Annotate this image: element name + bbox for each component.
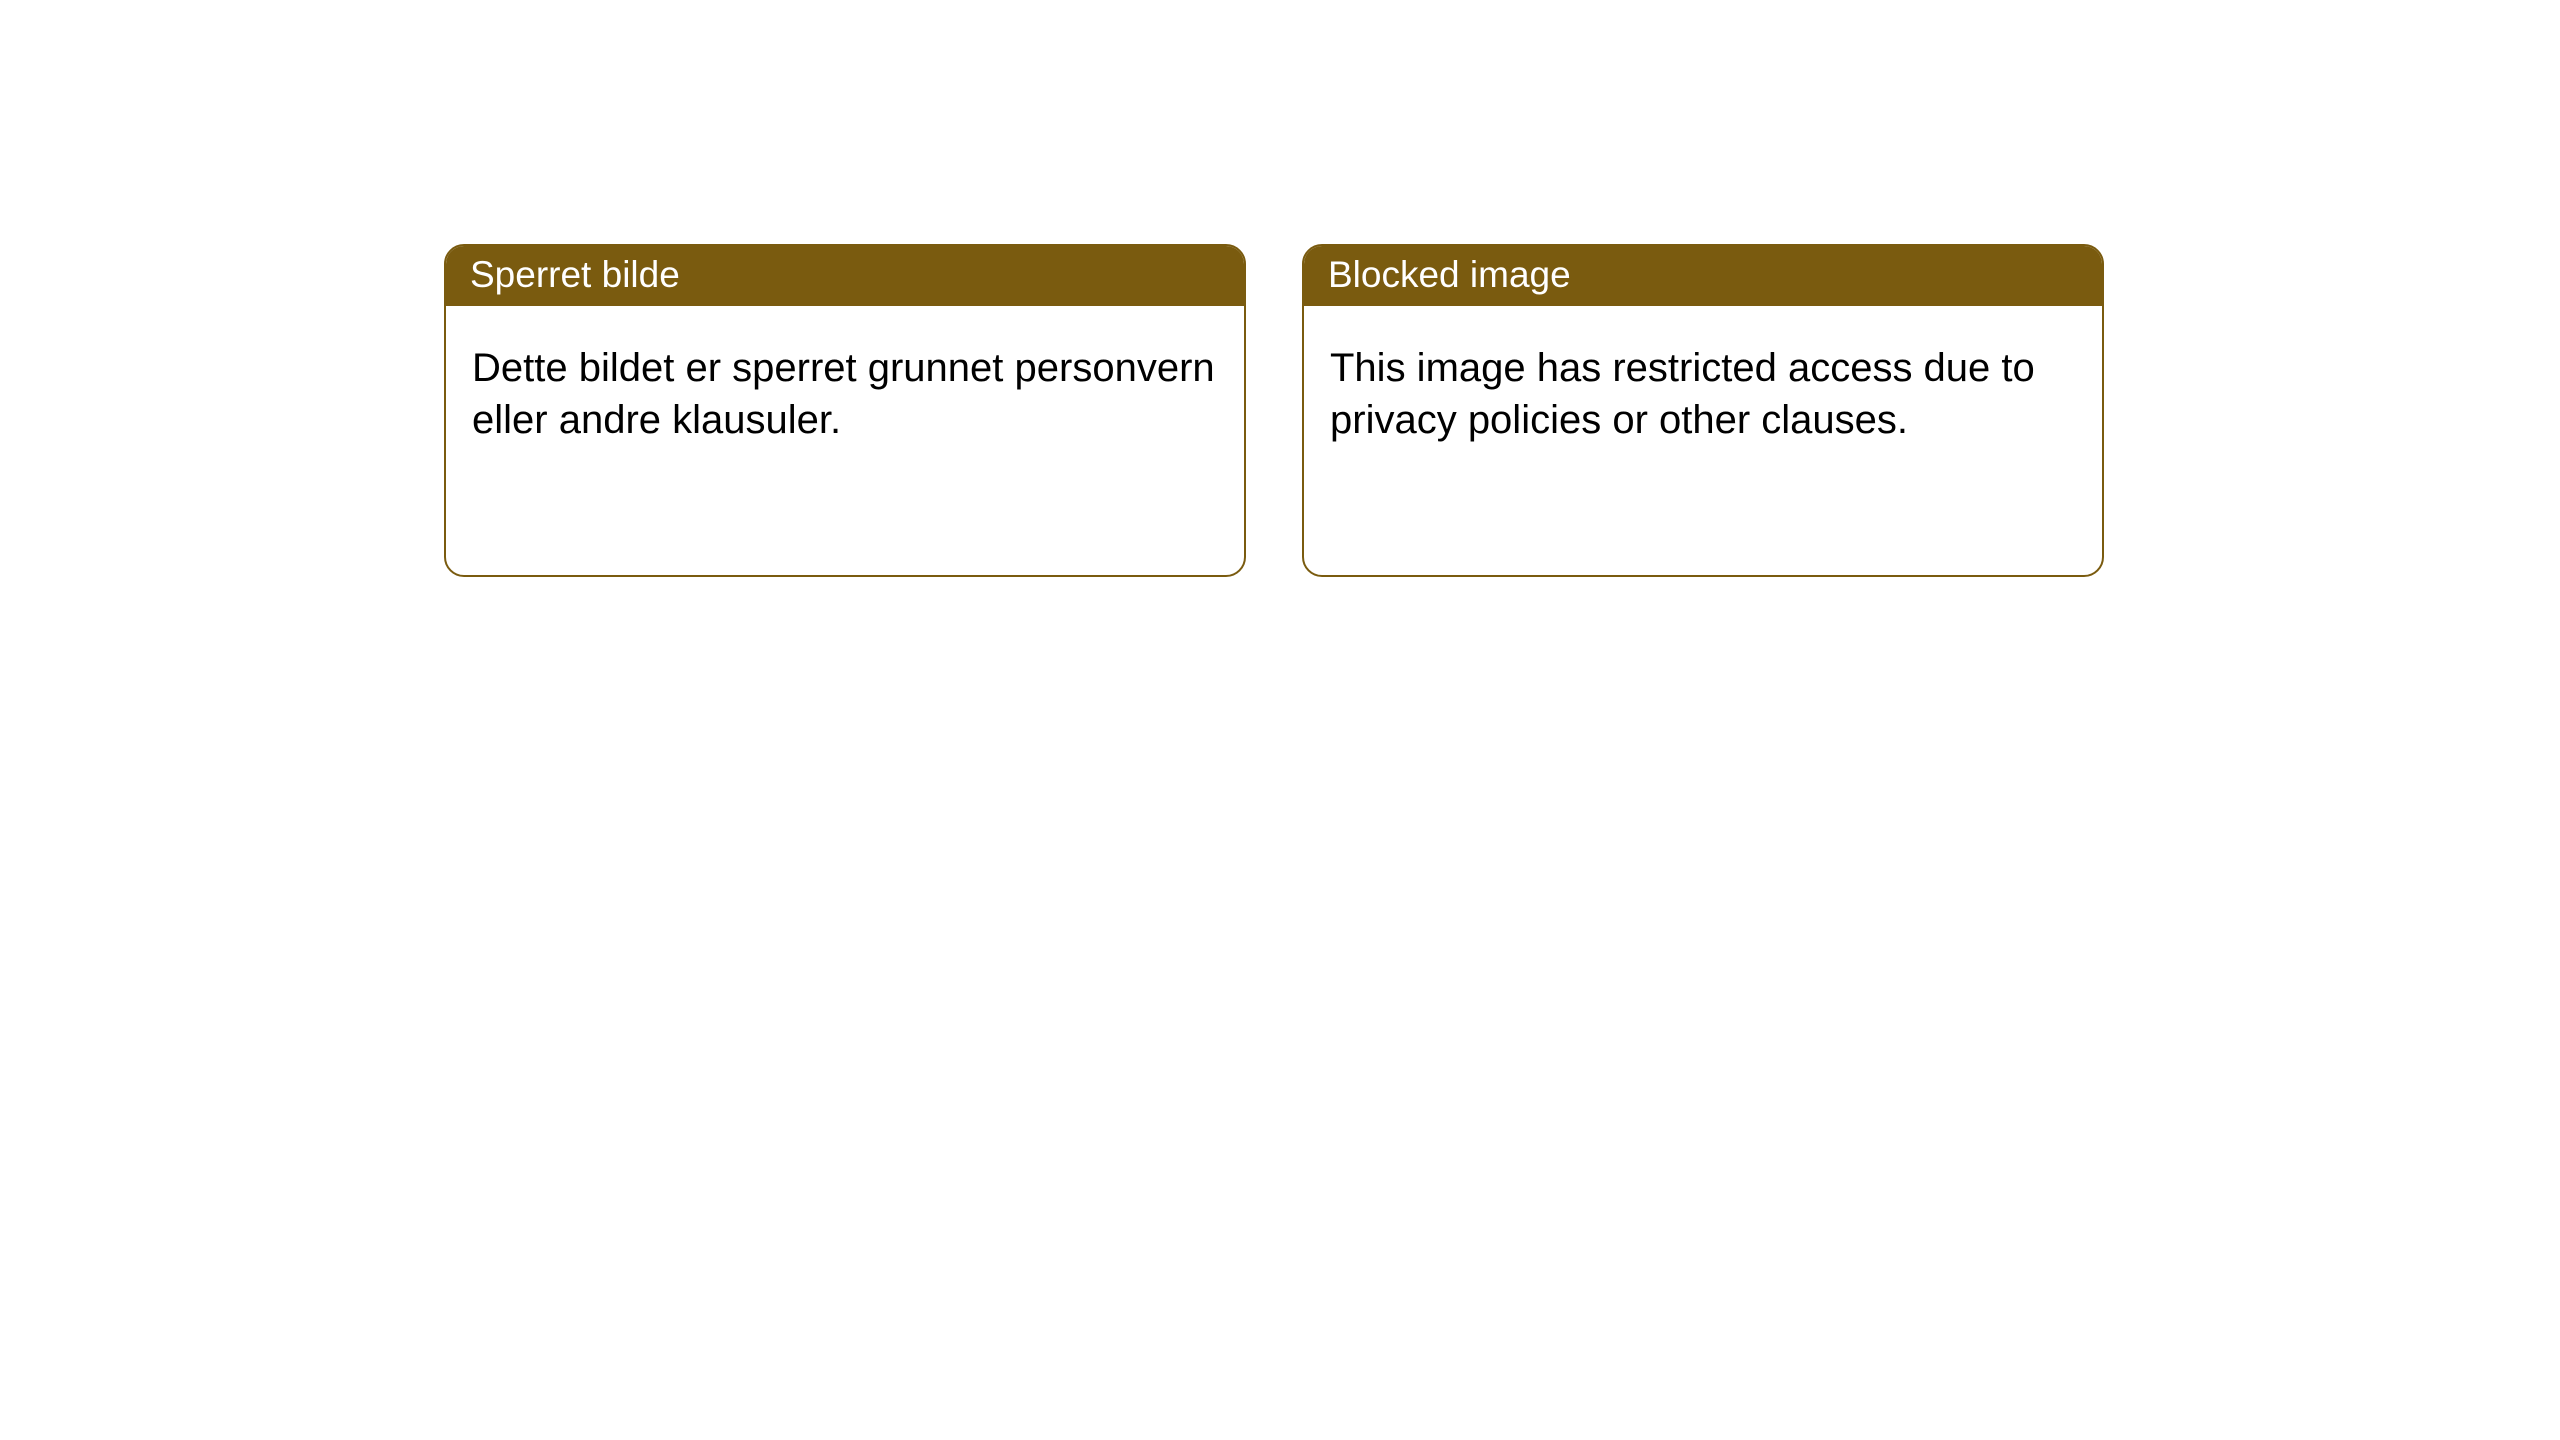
notice-body-no: Dette bildet er sperret grunnet personve… [446, 306, 1244, 482]
notice-title-en: Blocked image [1304, 246, 2102, 306]
notice-title-no: Sperret bilde [446, 246, 1244, 306]
notice-body-en: This image has restricted access due to … [1304, 306, 2102, 482]
notice-container: Sperret bilde Dette bildet er sperret gr… [0, 0, 2560, 577]
notice-card-en: Blocked image This image has restricted … [1302, 244, 2104, 577]
notice-card-no: Sperret bilde Dette bildet er sperret gr… [444, 244, 1246, 577]
